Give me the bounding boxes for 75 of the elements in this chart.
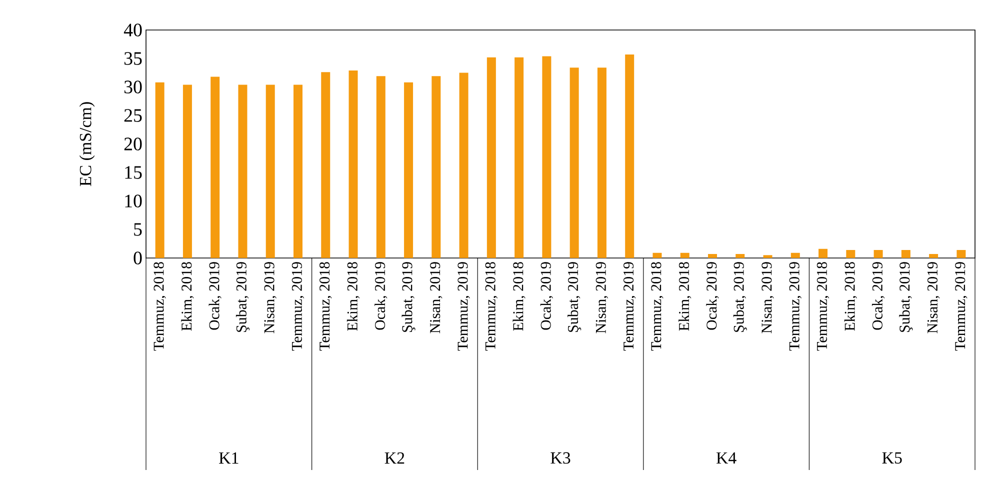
text: K1 [219,452,238,464]
x-tick-label: Ekim, 2018 [181,262,194,331]
bar [597,68,606,258]
bar [790,252,800,258]
x-tick-label: Şubat, 2019 [236,262,250,332]
x-tick-label: Ocak, 2019 [872,262,885,330]
y-tick-label: 30 [124,80,142,94]
y-tick-label: 35 [124,52,142,65]
x-tick-label: Temmuz, 2018 [816,262,830,351]
x-tick-label: Ekim, 2018 [678,262,692,331]
x-tick-label: Şubat, 2019 [568,262,582,332]
bar [376,76,386,258]
bar [818,248,828,258]
x-tick-label: Nisan, 2019 [762,262,774,334]
bar [929,254,938,258]
text: K3 [550,452,570,464]
x-tick-label: Nisan, 2019 [264,262,276,334]
bar [321,72,330,258]
x-tick-label: Ekim, 2018 [844,262,857,331]
x-tick-label: Temmuz, 2018 [651,262,664,351]
y-tick-label: 0 [134,252,142,264]
x-tick-label: Şubat, 2019 [899,262,913,332]
bar [404,82,414,258]
bar [486,57,496,258]
bar [266,84,275,258]
bar [293,84,302,258]
bar [874,250,883,258]
y-tick-label: 40 [124,24,142,36]
bar [570,68,579,258]
bar [542,56,552,258]
x-tick-label: Nisan, 2019 [430,262,442,334]
x-tick-label: Temmuz, 2019 [458,262,470,351]
x-tick-label: Temmuz, 2019 [789,262,802,351]
bar [736,254,745,258]
bar [625,54,634,258]
y-tick-label: 25 [124,109,142,122]
x-tick-label: Şubat, 2019 [402,262,416,332]
bar [956,250,966,258]
bar [210,76,220,258]
text: K4 [716,452,736,464]
bar [846,250,856,258]
bar [348,70,358,258]
x-tick-label: Temmuz, 2018 [154,262,166,351]
text: K5 [882,452,902,464]
x-tick-label: Nisan, 2019 [927,262,940,334]
bar [901,250,910,258]
x-tick-label: Şubat, 2019 [733,262,747,332]
bar [763,255,772,258]
x-tick-label: Ocak, 2019 [374,262,388,330]
x-tick-label: Ocak, 2019 [208,262,222,330]
x-tick-label: Temmuz, 2019 [623,262,636,351]
bar [155,82,164,258]
y-tick-label: 15 [125,166,142,179]
bar [238,84,248,258]
bar [182,84,192,258]
y-tick-label: 10 [125,194,142,208]
bar [514,57,524,258]
x-tick-label: Nisan, 2019 [596,262,608,334]
bar [680,252,690,258]
x-tick-label: Ocak, 2019 [540,262,554,330]
x-tick-label: Temmuz, 2018 [485,262,498,351]
bar [708,254,717,258]
x-tick-label: Temmuz, 2019 [292,262,304,351]
x-tick-label: Ekim, 2018 [346,262,360,331]
text: K2 [384,452,404,464]
y-tick-label: 20 [124,138,142,150]
x-tick-label: Ekim, 2018 [512,262,526,331]
y-axis-title: EC (mS/cm) [79,102,95,186]
x-tick-label: Temmuz, 2018 [320,262,332,351]
x-tick-label: Temmuz, 2019 [955,262,968,351]
x-tick-label: Ocak, 2019 [706,262,719,330]
bar [459,72,468,258]
bar [432,76,441,258]
y-tick-label: 5 [134,223,142,236]
bar [652,252,662,258]
